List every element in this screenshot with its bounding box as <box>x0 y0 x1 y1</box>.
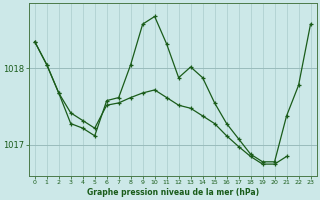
X-axis label: Graphe pression niveau de la mer (hPa): Graphe pression niveau de la mer (hPa) <box>87 188 259 197</box>
